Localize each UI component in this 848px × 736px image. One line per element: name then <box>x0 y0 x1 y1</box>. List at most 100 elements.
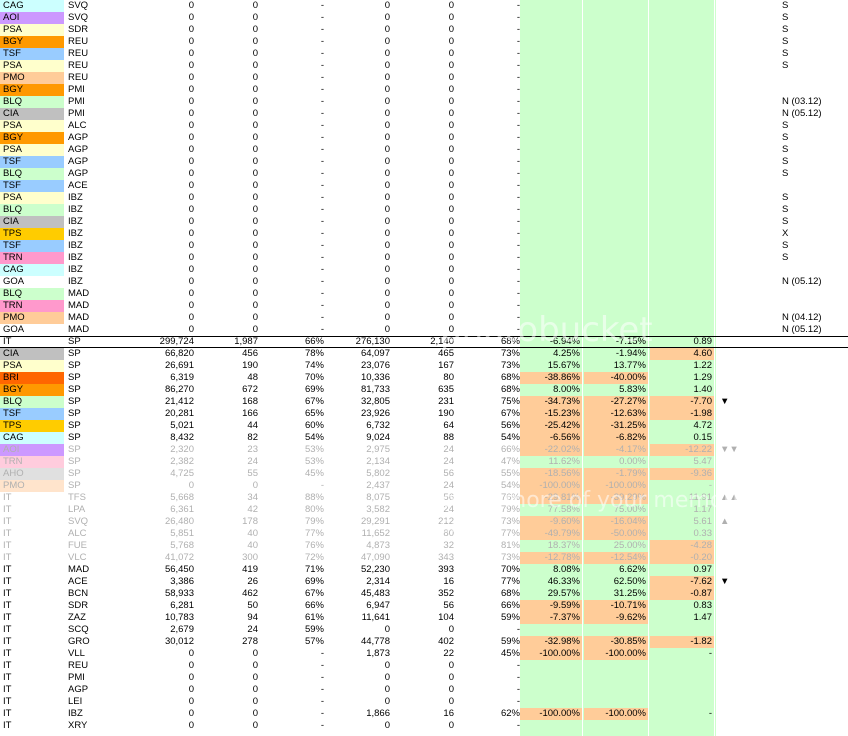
cell-market: SVQ <box>68 516 89 527</box>
cell-pax-variation <box>520 72 582 84</box>
cell-load-factor-previous: - <box>516 36 520 47</box>
cell-carrier: IT <box>0 708 64 720</box>
cell-flights-current: 0 <box>252 204 258 215</box>
cell-flights-previous: 0 <box>448 192 454 203</box>
cell-pax-current: 6,281 <box>170 600 194 611</box>
cell-pax-variation <box>520 84 582 96</box>
cell-flights-previous: 0 <box>448 96 454 107</box>
cell-pax-variation <box>520 696 582 708</box>
cell-pax-previous: 47,090 <box>360 552 390 563</box>
cell-load-factor-previous: - <box>516 72 520 83</box>
cell-load-factor-current: 71% <box>304 564 324 575</box>
cell-load-factor-current: 53% <box>304 456 324 467</box>
cell-carrier: BLQ <box>0 204 64 216</box>
table-row: BGY PMI 0 0 - 0 0 - <box>0 84 848 96</box>
cell-trend-arrows <box>716 672 738 684</box>
cell-load-factor-current: 79% <box>304 516 324 527</box>
cell-load-factor-current: - <box>320 288 324 299</box>
cell-carrier: BGY <box>0 84 64 96</box>
cell-pax-current: 5,668 <box>170 492 194 503</box>
cell-load-factor-current: - <box>320 684 324 695</box>
cell-lf-delta: 0.97 <box>693 564 713 575</box>
cell-flights-variation <box>584 252 648 264</box>
table-row: CAG IBZ 0 0 - 0 0 - <box>0 264 848 276</box>
cell-carrier: PSA <box>0 144 64 156</box>
cell-load-factor-current: - <box>320 660 324 671</box>
cell-carrier: CIA <box>0 348 64 360</box>
cell-lf-delta <box>650 36 714 48</box>
cell-pax-variation: -15.23% <box>520 408 582 420</box>
cell-lf-delta: 0.83 <box>693 600 713 611</box>
cell-flights-variation: -6.82% <box>584 432 648 444</box>
cell-market: PMI <box>68 84 85 95</box>
cell-note <box>782 708 848 720</box>
cell-trend-arrows: ▲▲ <box>720 492 738 503</box>
cell-trend-arrows <box>716 96 738 108</box>
cell-pax-previous: 0 <box>384 252 390 263</box>
cell-flights-previous: 16 <box>443 708 454 719</box>
cell-market: MAD <box>68 300 90 311</box>
cell-load-factor-current: 76% <box>304 540 324 551</box>
cell-carrier: IT <box>0 564 64 576</box>
cell-trend-arrows <box>716 588 738 600</box>
cell-pax-previous: 1,873 <box>366 648 390 659</box>
cell-flights-variation: 6.62% <box>619 564 646 575</box>
cell-flights-previous: 352 <box>438 588 454 599</box>
cell-flights-variation <box>584 96 648 108</box>
cell-lf-delta: 1.29 <box>693 372 713 383</box>
cell-pax-variation <box>520 120 582 132</box>
cell-load-factor-current: - <box>320 300 324 311</box>
cell-note <box>782 720 848 732</box>
table-row: IT SCQ 2,679 24 59% 0 0 - <box>0 624 848 636</box>
cell-pax-variation: -38.86% <box>520 372 582 384</box>
cell-note <box>782 72 848 84</box>
cell-market: SDR <box>68 600 89 611</box>
cell-pax-variation <box>520 684 582 696</box>
cell-load-factor-previous: - <box>516 276 520 287</box>
cell-flights-previous: 56 <box>443 468 454 479</box>
cell-load-factor-current: 88% <box>304 492 324 503</box>
cell-market: XRY <box>68 720 88 731</box>
table-row: CIA IBZ 0 0 - 0 0 - S <box>0 216 848 228</box>
cell-flights-variation <box>584 696 648 708</box>
cell-carrier: IT <box>3 528 12 539</box>
table-row: BLQ IBZ 0 0 - 0 0 - S <box>0 204 848 216</box>
cell-trend-arrows <box>716 684 738 696</box>
cell-lf-delta <box>650 0 714 12</box>
cell-load-factor-previous: - <box>516 300 520 311</box>
cell-lf-delta: -12.22 <box>650 444 714 456</box>
cell-market: SP <box>68 444 81 455</box>
cell-market: SP <box>68 384 81 395</box>
cell-market: SP <box>68 408 81 419</box>
table-row: TSF SP 20,281 166 65% 23,926 190 67% -15.23% -12.… <box>0 408 848 420</box>
cell-load-factor-current: - <box>320 0 324 11</box>
cell-pax-previous: 23,926 <box>360 408 390 419</box>
table-row: IT ZAZ 10,783 94 61% 11,641 104 59% -7.37% -9.62%… <box>0 612 848 624</box>
cell-trend-arrows <box>716 324 738 336</box>
cell-market: AGP <box>68 156 89 167</box>
cell-load-factor-previous: 76% <box>500 492 520 503</box>
cell-load-factor-current: - <box>320 168 324 179</box>
cell-note <box>782 540 848 552</box>
cell-carrier: TSF <box>0 408 64 420</box>
cell-carrier: CAG <box>0 264 64 276</box>
cell-flights-current: 0 <box>252 192 258 203</box>
cell-lf-delta: -7.70 <box>650 396 714 408</box>
column-divider <box>714 0 715 736</box>
table-row: GOA MAD 0 0 - 0 0 - N (05.12) <box>0 324 848 336</box>
cell-load-factor-previous: - <box>516 672 520 683</box>
cell-lf-delta <box>650 48 714 60</box>
table-row: TSF AGP 0 0 - 0 0 - S <box>0 156 848 168</box>
cell-market: SP <box>68 480 81 491</box>
cell-pax-variation <box>520 156 582 168</box>
cell-trend-arrows <box>716 48 738 60</box>
cell-carrier: GOA <box>0 276 64 288</box>
cell-pax-previous: 0 <box>384 180 390 191</box>
cell-pax-previous: 0 <box>384 72 390 83</box>
cell-flights-current: 42 <box>247 504 258 515</box>
cell-pax-previous: 0 <box>384 228 390 239</box>
cell-load-factor-current: - <box>320 108 324 119</box>
cell-load-factor-current: - <box>320 312 324 323</box>
cell-flights-variation <box>584 120 648 132</box>
cell-pax-current: 30,012 <box>164 636 194 647</box>
